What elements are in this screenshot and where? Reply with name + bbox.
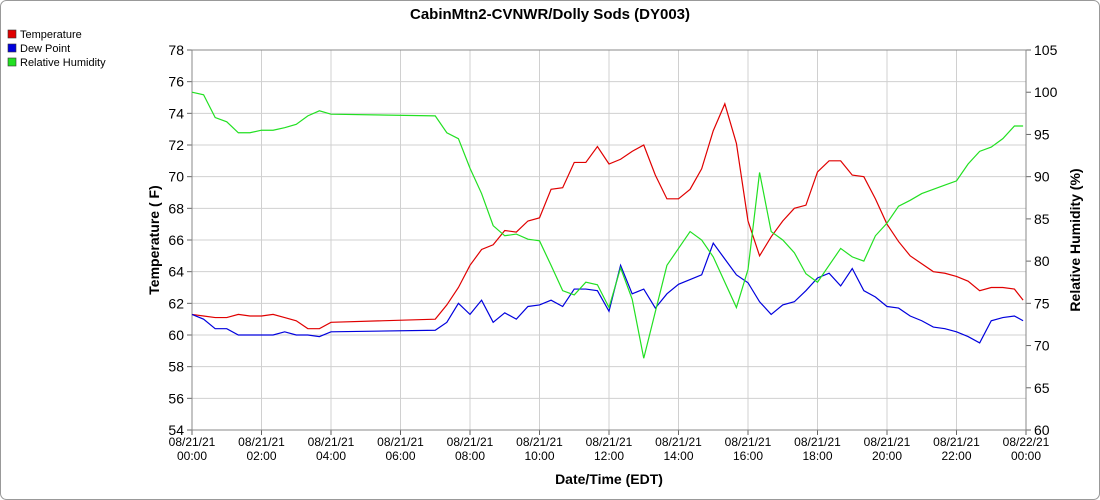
x-tick-label-line: 22:00: [941, 449, 971, 463]
y2-tick-label: 85: [1034, 211, 1050, 227]
x-axis-title: Date/Time (EDT): [555, 471, 663, 487]
x-tick-label-line: 08/21/21: [655, 435, 702, 449]
x-tick-label-line: 08/21/21: [377, 435, 424, 449]
y2-axis-title: Relative Humidity (%): [1067, 168, 1083, 311]
legend-swatch: [7, 57, 17, 67]
legend-label: Dew Point: [20, 43, 70, 55]
series-line: [191, 102, 1024, 330]
x-tick-label-line: 08:00: [455, 449, 485, 463]
y2-tick-label: 75: [1034, 295, 1050, 311]
x-tick-label-line: 08/21/21: [794, 435, 841, 449]
legend-swatch: [7, 43, 17, 53]
y-tick-label: 66: [168, 232, 184, 248]
x-tick-label: 08/21/21 06:00: [377, 435, 424, 463]
x-tick-label-line: 16:00: [733, 449, 763, 463]
x-tick-label-line: 08/21/21: [586, 435, 633, 449]
x-tick-label-line: 08/22/21: [1003, 435, 1050, 449]
y2-tick-label: 105: [1034, 42, 1058, 58]
x-tick-label: 08/21/21 12:00: [586, 435, 633, 463]
x-tick-label: 08/21/21 04:00: [308, 435, 355, 463]
y2-tick-label: 80: [1034, 253, 1050, 269]
x-tick-label-line: 04:00: [316, 449, 346, 463]
chart-title: CabinMtn2-CVNWR/Dolly Sods (DY003): [410, 6, 690, 23]
x-tick-label-line: 08/21/21: [169, 435, 216, 449]
y-tick-label: 58: [168, 359, 184, 375]
y-tick-label: 60: [168, 327, 184, 343]
y2-tick-label: 60: [1034, 422, 1050, 438]
legend-label: Relative Humidity: [20, 57, 106, 69]
y-tick-label: 74: [168, 105, 184, 121]
plot-frame: [191, 49, 1027, 431]
x-tick-label-line: 10:00: [524, 449, 554, 463]
x-tick-label: 08/21/21 10:00: [516, 435, 563, 463]
x-tick-label: 08/21/21 22:00: [933, 435, 980, 463]
y-tick-label: 64: [168, 264, 184, 280]
series-line: [191, 91, 1024, 359]
x-tick-label-line: 18:00: [802, 449, 832, 463]
x-tick-label-line: 08/21/21: [933, 435, 980, 449]
x-tick-label-line: 14:00: [663, 449, 693, 463]
x-tick-label-line: 08/21/21: [308, 435, 355, 449]
legend-label: Temperature: [20, 29, 82, 41]
y-tick-label: 62: [168, 295, 184, 311]
y-tick-label: 72: [168, 137, 184, 153]
y-tick-label: 54: [168, 422, 184, 438]
x-tick-label: 08/22/21 00:00: [1003, 435, 1050, 463]
x-tick-label: 08/21/21 18:00: [794, 435, 841, 463]
x-tick-label: 08/21/21 08:00: [447, 435, 494, 463]
y2-tick-label: 90: [1034, 169, 1050, 185]
x-tick-label-line: 06:00: [385, 449, 415, 463]
y2-tick-label: 100: [1034, 84, 1058, 100]
x-tick-label-line: 08/21/21: [516, 435, 563, 449]
x-tick-label-line: 12:00: [594, 449, 624, 463]
x-tick-label-line: 08/21/21: [864, 435, 911, 449]
x-tick-label-line: 00:00: [177, 449, 207, 463]
y-tick-label: 70: [168, 169, 184, 185]
x-tick-label: 08/21/21 00:00: [169, 435, 216, 463]
x-tick-label-line: 20:00: [872, 449, 902, 463]
x-tick-label-line: 08/21/21: [725, 435, 772, 449]
series-line: [191, 241, 1024, 344]
x-tick-label: 08/21/21 20:00: [864, 435, 911, 463]
x-tick-label: 08/21/21 02:00: [238, 435, 285, 463]
legend-swatch: [7, 29, 17, 39]
x-tick-label-line: 08/21/21: [238, 435, 285, 449]
y-tick-label: 68: [168, 200, 184, 216]
y-tick-label: 56: [168, 390, 184, 406]
y-tick-label: 76: [168, 74, 184, 90]
x-tick-label-line: 02:00: [246, 449, 276, 463]
y-tick-label: 78: [168, 42, 184, 58]
x-tick-label: 08/21/21 14:00: [655, 435, 702, 463]
y2-tick-label: 65: [1034, 380, 1050, 396]
x-tick-label-line: 08/21/21: [447, 435, 494, 449]
x-tick-label: 08/21/21 16:00: [725, 435, 772, 463]
x-tick-label-line: 00:00: [1011, 449, 1041, 463]
y2-tick-label: 95: [1034, 126, 1050, 142]
y2-tick-label: 70: [1034, 338, 1050, 354]
y-axis-title: Temperature ( F): [146, 185, 162, 294]
